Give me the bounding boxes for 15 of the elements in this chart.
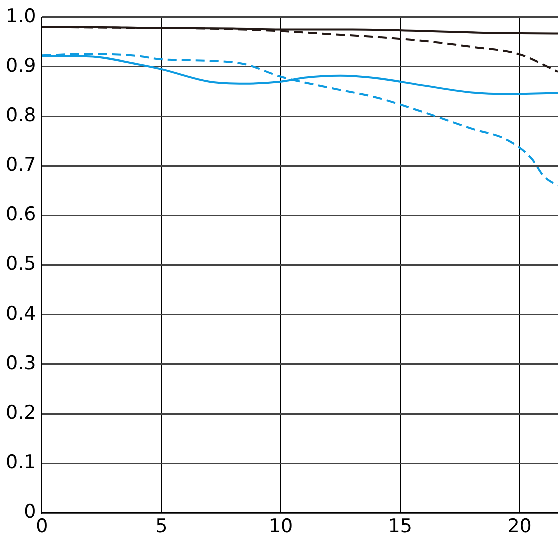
- y-tick-label: 0.2: [6, 402, 36, 424]
- y-tick-label: 0.4: [6, 302, 36, 325]
- x-tick-label: 10: [268, 516, 294, 538]
- y-tick-label: 0.3: [6, 352, 36, 374]
- x-tick-label: 15: [388, 516, 412, 538]
- x-tick-label: 20: [508, 516, 532, 538]
- x-tick-label: 5: [156, 516, 168, 538]
- y-tick-label: 0.1: [6, 452, 36, 474]
- y-tick-label: 0.8: [6, 104, 36, 126]
- y-tick-label: 0.9: [6, 54, 36, 77]
- y-tick-label: 0.6: [6, 204, 36, 226]
- y-tick-label: 1.0: [6, 5, 36, 28]
- y-tick-label: 0: [24, 501, 36, 524]
- y-tick-label: 0.5: [6, 253, 36, 276]
- y-tick-label: 0.7: [6, 154, 36, 176]
